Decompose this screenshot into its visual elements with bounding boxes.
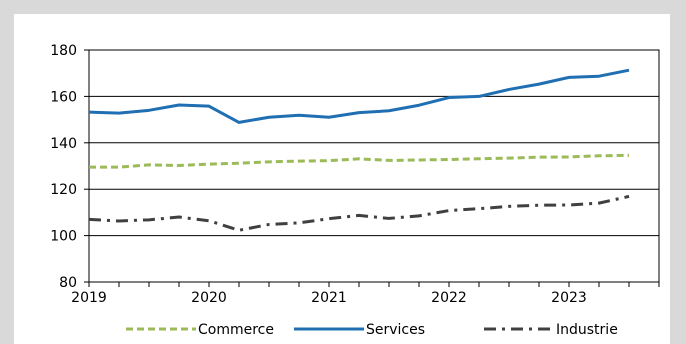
line-chart: 80 100 120 140 160 180 2019 2020 2021 2022 2023 Com… [50, 43, 660, 338]
legend-label-industrie: Industrie [556, 322, 618, 338]
y-tick-label: 100 [50, 229, 77, 245]
x-tick-label: 2023 [551, 290, 587, 306]
y-tick-label: 180 [50, 43, 77, 59]
series-line-services [88, 68, 630, 124]
y-tick-label: 160 [50, 89, 77, 105]
plot-border [88, 49, 660, 283]
x-tick-label: 2021 [311, 290, 347, 306]
legend-label-services: Services [366, 322, 425, 338]
y-tick-label: 120 [50, 182, 77, 198]
y-tick-label: 80 [59, 275, 77, 291]
x-tick-label: 2022 [431, 290, 467, 306]
legend-label-commerce: Commerce [198, 322, 274, 338]
series-line-industrie [88, 194, 630, 232]
series-line-commerce [89, 153, 630, 169]
chart-panel: 80 100 120 140 160 180 2019 2020 2021 2022 2023 Com… [14, 14, 670, 344]
y-tick-label: 140 [50, 136, 77, 152]
x-tick-label: 2020 [191, 290, 227, 306]
x-tick-label: 2019 [71, 290, 107, 306]
